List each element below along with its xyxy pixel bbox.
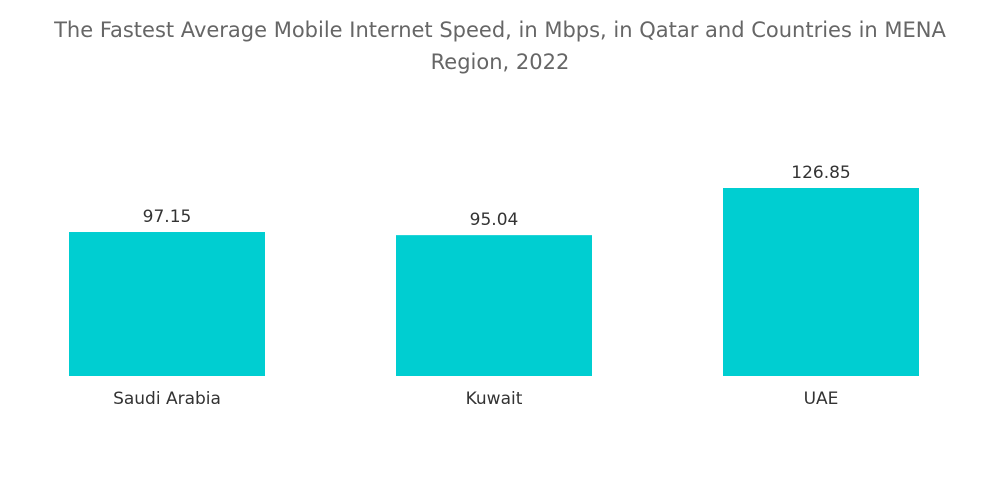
category-label-uae: UAE (804, 389, 839, 409)
bar-kuwait (396, 235, 592, 376)
category-label-kuwait: Kuwait (466, 389, 523, 409)
bar-saudi-arabia (69, 232, 265, 376)
chart-title: The Fastest Average Mobile Internet Spee… (54, 18, 946, 74)
category-label-saudi-arabia: Saudi Arabia (113, 389, 221, 409)
value-label-kuwait: 95.04 (470, 210, 519, 230)
value-label-saudi-arabia: 97.15 (143, 207, 192, 227)
value-labels-group: 97.15 95.04 126.85 (143, 163, 851, 230)
bar-uae (723, 188, 919, 376)
value-label-uae: 126.85 (791, 163, 850, 183)
category-labels-group: Saudi Arabia Kuwait UAE (113, 389, 838, 409)
bars-group (69, 188, 919, 376)
